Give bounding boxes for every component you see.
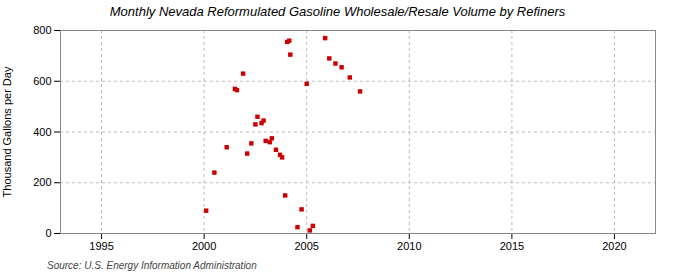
svg-text:2005: 2005 bbox=[294, 240, 318, 252]
svg-text:2000: 2000 bbox=[192, 240, 216, 252]
svg-text:600: 600 bbox=[33, 75, 51, 87]
svg-text:200: 200 bbox=[33, 176, 51, 188]
html-text:Monthly Nevada Reformulated Ga: Monthly Nevada Reformulated Gasoline Who… bbox=[109, 4, 566, 19]
svg-text:2020: 2020 bbox=[602, 240, 626, 252]
svg-text:0: 0 bbox=[45, 227, 51, 239]
svg-text:1995: 1995 bbox=[89, 240, 113, 252]
html-text:Source: U.S. Energy Informatio: Source: U.S. Energy Information Administ… bbox=[47, 260, 257, 271]
svg-text:Thousand Gallons per Day: Thousand Gallons per Day bbox=[1, 66, 13, 197]
svg-text:800: 800 bbox=[33, 24, 51, 36]
svg-text:400: 400 bbox=[33, 126, 51, 138]
svg-text:2015: 2015 bbox=[500, 240, 524, 252]
svg-text:2010: 2010 bbox=[397, 240, 421, 252]
